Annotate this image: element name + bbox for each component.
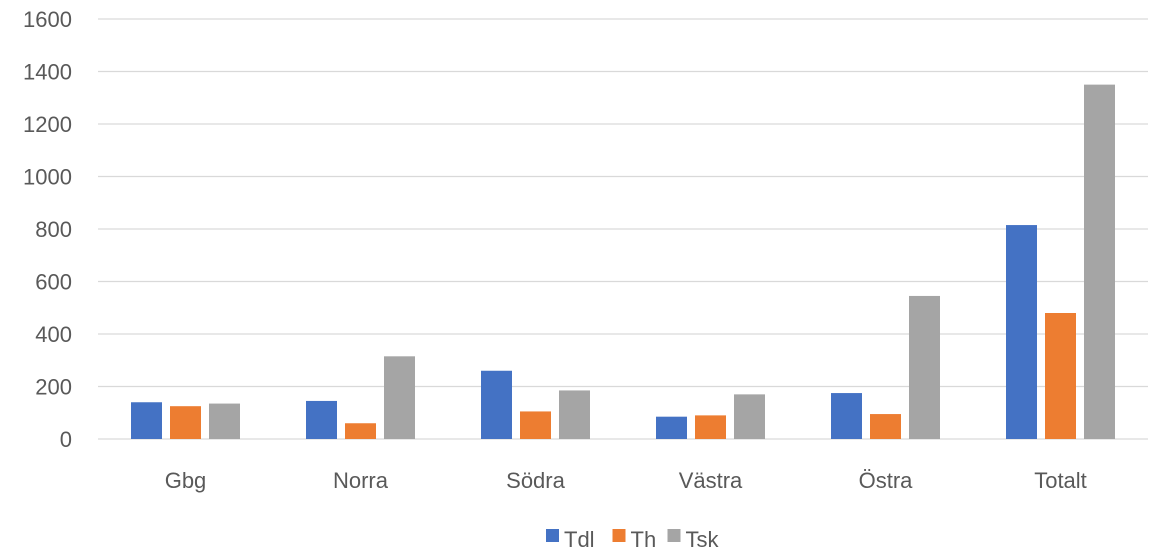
legend-item-tsk: Tsk — [667, 527, 720, 552]
legend-label: Tdl — [564, 527, 595, 552]
y-tick-label: 200 — [35, 375, 72, 400]
legend-label: Th — [631, 527, 657, 552]
x-tick-label: Norra — [333, 468, 389, 493]
x-tick-label: Södra — [506, 468, 565, 493]
bar-th-norra — [345, 423, 376, 439]
bar-th-totalt — [1045, 313, 1076, 439]
bar-tsk-östra — [909, 295, 940, 439]
y-tick-label: 1600 — [23, 7, 72, 32]
y-tick-label: 1000 — [23, 165, 72, 190]
bar-tsk-gbg — [209, 403, 240, 439]
bars — [131, 84, 1115, 439]
bar-tdl-gbg — [131, 402, 162, 439]
x-axis-tick-labels: Gbg Norra Södra Västra Östra Totalt — [165, 468, 1087, 493]
bar-tdl-östra — [831, 393, 862, 439]
x-tick-label: Östra — [859, 468, 914, 493]
y-tick-label: 600 — [35, 270, 72, 295]
y-tick-label: 800 — [35, 217, 72, 242]
bar-th-södra — [520, 411, 551, 439]
y-tick-label: 0 — [60, 427, 72, 452]
legend-item-th: Th — [612, 527, 657, 552]
bar-tsk-södra — [559, 390, 590, 439]
gridlines — [98, 18, 1148, 440]
bar-th-gbg — [170, 406, 201, 439]
x-tick-label: Västra — [679, 468, 743, 493]
bar-tdl-norra — [306, 400, 337, 439]
y-tick-label: 400 — [35, 322, 72, 347]
bar-tdl-södra — [481, 370, 512, 439]
bar-th-västra — [695, 415, 726, 439]
legend-swatch — [667, 529, 681, 542]
y-tick-label: 1400 — [23, 60, 72, 85]
legend-item-tdl: Tdl — [546, 527, 595, 552]
bar-tdl-västra — [656, 416, 687, 439]
bar-tdl-totalt — [1006, 225, 1037, 439]
bar-tsk-norra — [384, 356, 415, 439]
y-axis-tick-labels: 0 200 400 600 800 1000 1200 1400 1600 — [23, 7, 72, 452]
legend-swatch — [612, 529, 626, 542]
legend-label: Tsk — [686, 527, 720, 552]
bar-tsk-västra — [734, 394, 765, 439]
legend: Tdl Th Tsk — [546, 527, 720, 552]
x-tick-label: Totalt — [1034, 468, 1087, 493]
legend-swatch — [546, 529, 559, 542]
x-tick-label: Gbg — [165, 468, 207, 493]
bar-tsk-totalt — [1084, 84, 1115, 439]
bar-th-östra — [870, 414, 901, 439]
y-tick-label: 1200 — [23, 112, 72, 137]
